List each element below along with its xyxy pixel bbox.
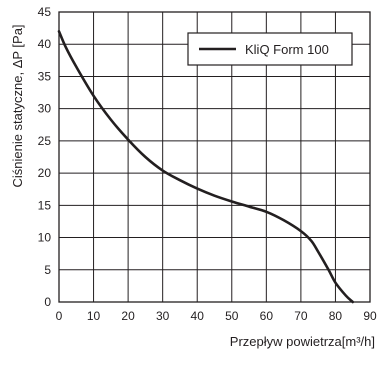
y-tick-label: 25 [38, 134, 52, 148]
y-tick-label: 35 [38, 69, 52, 83]
x-tick-label: 40 [191, 309, 205, 323]
y-tick-label: 45 [38, 5, 52, 19]
x-tick-label: 90 [363, 309, 377, 323]
curve-layer [57, 30, 355, 304]
x-tick-labels: 0 10 20 30 40 50 60 70 80 90 [56, 309, 377, 323]
y-tick-label: 10 [38, 231, 52, 245]
y-tick-label: 40 [38, 37, 52, 51]
legend-label: KliQ Form 100 [245, 42, 329, 57]
y-tick-label: 5 [44, 263, 51, 277]
x-axis-title: Przepływ powietrza[m³/h] [230, 334, 375, 349]
y-tick-label: 15 [38, 198, 52, 212]
x-tick-label: 50 [225, 309, 239, 323]
axes [58, 11, 371, 303]
x-tick-label: 80 [329, 309, 343, 323]
x-tick-label: 0 [56, 309, 63, 323]
y-tick-label: 0 [44, 295, 51, 309]
y-tick-labels: 0 5 10 15 20 25 30 35 40 45 [38, 5, 52, 309]
y-tick-label: 30 [38, 102, 52, 116]
x-tick-label: 20 [121, 309, 135, 323]
y-axis-title: Ciśnienie statyczne, ΔP [Pa] [10, 24, 25, 187]
legend: KliQ Form 100 [187, 32, 353, 66]
series-line [57, 30, 355, 304]
plot-frame [58, 11, 371, 303]
x-tick-label: 70 [294, 309, 308, 323]
x-tick-label: 60 [260, 309, 274, 323]
x-tick-label: 10 [87, 309, 101, 323]
x-tick-label: 30 [156, 309, 170, 323]
y-tick-label: 20 [38, 166, 52, 180]
